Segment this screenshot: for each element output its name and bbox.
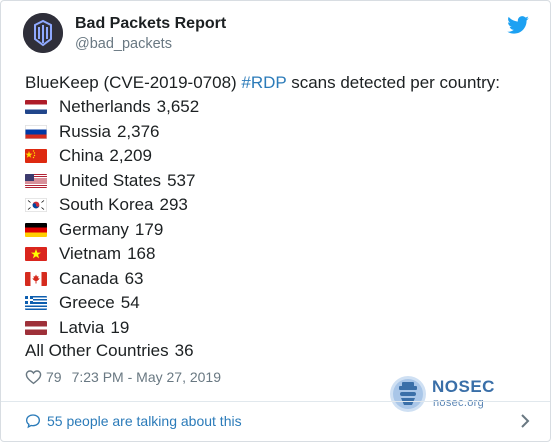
country-row: Greece 54 (25, 291, 199, 316)
country-row: China 2,209 (25, 144, 199, 169)
country-name: Netherlands (59, 97, 151, 117)
like-count[interactable]: 79 (46, 369, 62, 385)
country-count: 537 (167, 170, 196, 190)
chevron-right-icon (521, 414, 530, 428)
author-name[interactable]: Bad Packets Report (75, 15, 227, 32)
country-name: South Korea (59, 195, 154, 215)
country-count: 293 (159, 195, 188, 215)
nosec-subtitle: nosec.org (433, 397, 485, 409)
heart-icon[interactable] (25, 369, 42, 385)
country-name: Canada (59, 268, 119, 288)
chat-bubble-icon (25, 414, 41, 429)
nosec-badge-icon (390, 376, 426, 412)
country-name: Latvia (59, 317, 105, 337)
country-row: Canada 63 (25, 267, 199, 292)
russia-flag-icon (25, 124, 47, 139)
talking-about-link[interactable]: 55 people are talking about this (25, 410, 530, 432)
hashtag-rdp-link[interactable]: #RDP (241, 73, 287, 92)
south-korea-flag-icon (25, 198, 47, 213)
tweet-meta: 79 7:23 PM - May 27, 2019 (25, 369, 229, 385)
country-list: Netherlands 3,652 Russia 2,376 China 2,2… (25, 95, 199, 340)
country-name: Germany (59, 219, 129, 239)
netherlands-flag-icon (25, 100, 47, 115)
country-row: Vietnam 168 (25, 242, 199, 267)
country-name: China (59, 146, 104, 166)
greece-flag-icon (25, 296, 47, 311)
all-other-label: All Other Countries (25, 341, 169, 360)
country-count: 19 (110, 317, 130, 337)
tweet-text-intro: BlueKeep (CVE-2019-0708) (25, 73, 242, 92)
tweet-timestamp[interactable]: 7:23 PM - May 27, 2019 (71, 369, 221, 385)
country-count: 2,376 (116, 121, 160, 141)
all-other-countries: All Other Countries 36 (25, 341, 194, 361)
latvia-flag-icon (25, 320, 47, 335)
china-flag-icon (25, 149, 47, 164)
twitter-bird-icon[interactable] (507, 16, 529, 34)
bad-packets-logo-icon (23, 13, 63, 53)
country-name: Russia (59, 121, 111, 141)
author-handle[interactable]: @bad_packets (75, 36, 172, 52)
country-row: Latvia 19 (25, 316, 199, 341)
country-row: Germany 179 (25, 218, 199, 243)
avatar[interactable] (23, 13, 63, 53)
footer-divider (1, 401, 550, 402)
country-count: 3,652 (156, 97, 200, 117)
united-states-flag-icon (25, 173, 47, 188)
tweet-text-outro: scans detected per country: (286, 73, 501, 92)
country-count: 2,209 (109, 146, 152, 166)
country-row: South Korea 293 (25, 193, 199, 218)
country-name: United States (59, 170, 162, 190)
country-count: 168 (127, 244, 156, 264)
nosec-title: NOSEC (432, 377, 495, 396)
country-count: 179 (134, 219, 164, 239)
nosec-watermark: NOSEC nosec.org (388, 374, 508, 414)
all-other-count: 36 (174, 341, 194, 360)
vietnam-flag-icon (25, 247, 47, 262)
country-name: Greece (59, 293, 115, 313)
country-row: United States 537 (25, 169, 199, 194)
talking-about-text: 55 people are talking about this (47, 413, 242, 429)
country-count: 54 (120, 293, 140, 313)
tweet-text: BlueKeep (CVE-2019-0708) #RDP scans dete… (25, 72, 500, 94)
country-count: 63 (124, 268, 144, 288)
germany-flag-icon (25, 222, 47, 237)
canada-flag-icon (25, 271, 47, 286)
country-row: Russia 2,376 (25, 120, 199, 145)
country-name: Vietnam (59, 244, 122, 264)
country-row: Netherlands 3,652 (25, 95, 199, 120)
